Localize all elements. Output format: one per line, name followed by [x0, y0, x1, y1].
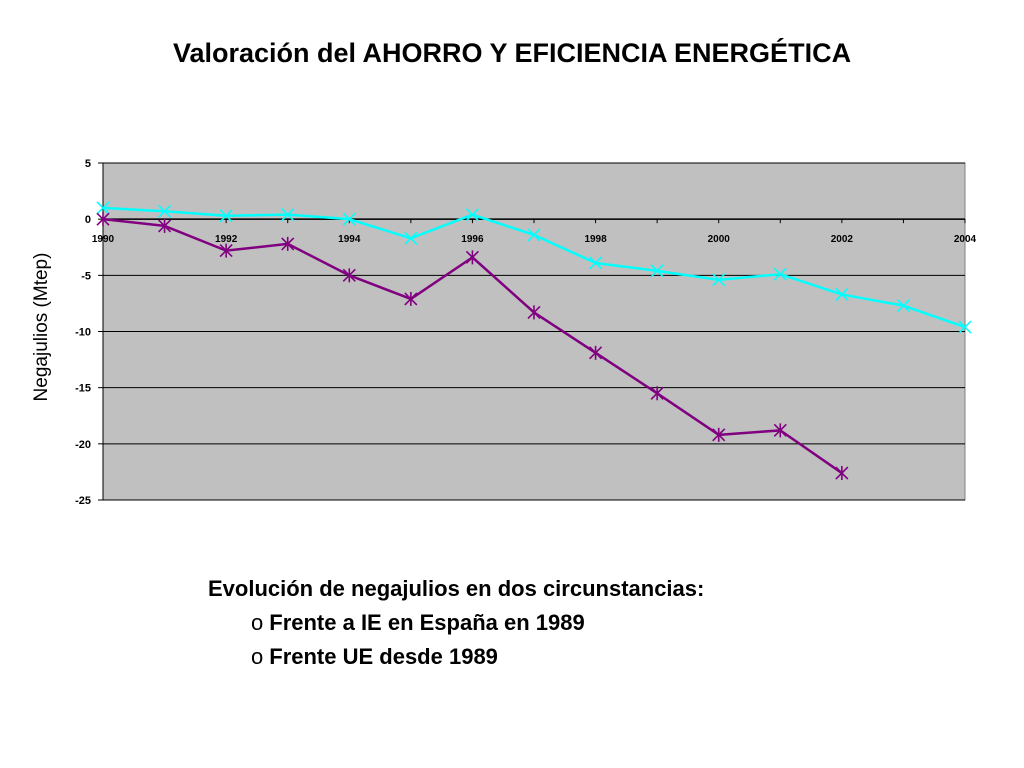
data-point: [773, 267, 787, 281]
data-point: [527, 228, 541, 242]
x-tick-label: 1998: [584, 234, 607, 245]
y-axis: 5 0 -5 -10 -15 -20 -25: [75, 158, 104, 507]
bullet-text: Frente a IE en España en 1989: [269, 610, 585, 635]
data-point: [342, 268, 356, 283]
bullet-item: o Frente a IE en España en 1989: [208, 606, 704, 640]
bullet-text: Frente UE desde 1989: [269, 644, 498, 669]
data-point: [281, 208, 295, 222]
data-point: [158, 218, 172, 233]
x-tick-label: 1992: [215, 234, 238, 245]
x-tick-label: 1996: [461, 234, 484, 245]
data-point: [404, 231, 418, 245]
data-point: [712, 427, 726, 442]
slide-title: Valoración del AHORRO Y EFICIENCIA ENERG…: [172, 38, 852, 68]
data-point: [896, 299, 910, 313]
data-point: [650, 386, 664, 401]
bullet-marker: o: [251, 610, 264, 635]
data-point: [96, 212, 110, 227]
data-point: [835, 287, 849, 301]
x-tick-label: 2004: [954, 234, 977, 245]
data-point: [219, 243, 233, 258]
bullet-item: o Frente UE desde 1989: [208, 640, 704, 674]
y-tick-label: -25: [75, 495, 91, 507]
data-point: [712, 273, 726, 287]
data-point: [219, 209, 233, 223]
y-tick-label: -15: [75, 383, 91, 395]
data-point: [589, 256, 603, 270]
y-tick-label: -5: [81, 270, 91, 282]
y-tick-label: -20: [75, 439, 91, 451]
x-tick-label: 1994: [338, 234, 361, 245]
x-tick-label: 2002: [831, 234, 854, 245]
series-layer: [96, 201, 972, 481]
bullet-marker: o: [251, 644, 264, 669]
y-axis-label: Negajulios (Mtep): [31, 252, 52, 402]
data-point: [589, 345, 603, 360]
caption: Evolución de negajulios en dos circunsta…: [208, 572, 704, 674]
x-tick-label: 2000: [708, 234, 731, 245]
data-point: [527, 305, 541, 320]
data-point: [650, 264, 664, 278]
data-point: [958, 320, 972, 334]
data-point: [96, 201, 110, 215]
y-tick-label: 5: [85, 158, 91, 170]
data-point: [281, 236, 295, 251]
data-point: [404, 291, 418, 306]
data-point: [773, 423, 787, 438]
data-point: [158, 204, 172, 218]
y-tick-label: 0: [85, 214, 91, 226]
data-point: [342, 212, 356, 226]
caption-heading: Evolución de negajulios en dos circunsta…: [208, 576, 705, 601]
data-point: [465, 208, 479, 222]
y-tick-label: -10: [75, 327, 91, 339]
data-point: [835, 466, 849, 481]
data-point: [465, 250, 479, 265]
